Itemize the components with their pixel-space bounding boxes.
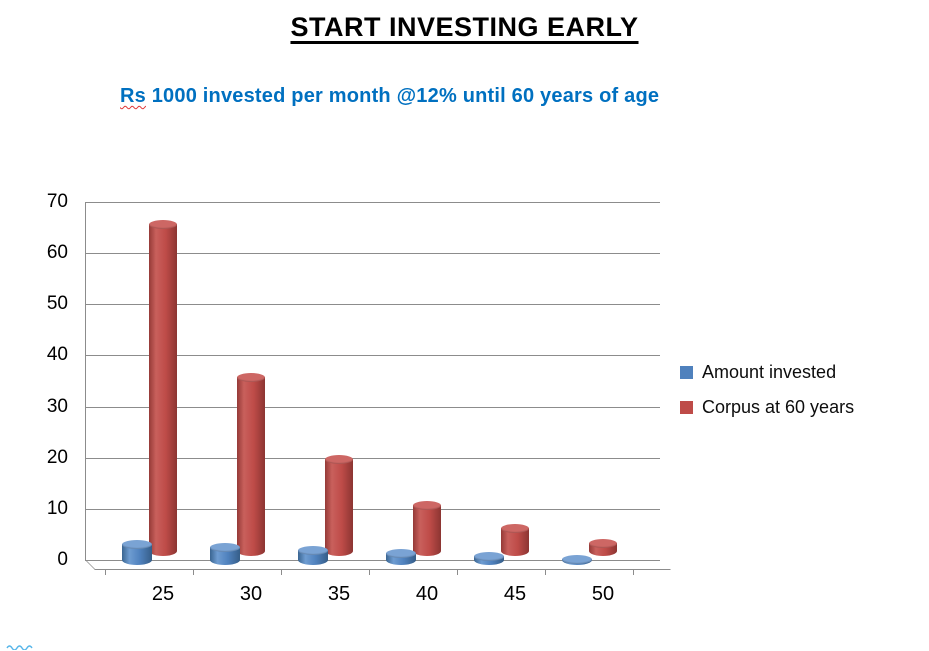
chart-title: START INVESTING EARLY xyxy=(290,12,639,42)
gridline xyxy=(85,355,660,356)
bar-corpus-at-60-years xyxy=(501,524,529,556)
x-axis-tick xyxy=(369,569,370,575)
bar-corpus-at-60-years xyxy=(589,539,617,556)
gridline xyxy=(85,407,660,408)
y-axis-label: 0 xyxy=(57,549,68,570)
bar-amount-invested xyxy=(562,555,592,565)
y-axis-label: 60 xyxy=(46,242,68,263)
gridline xyxy=(85,509,660,510)
y-axis-label: 10 xyxy=(46,498,68,519)
subtitle-rest: 1000 invested per month @12% until 60 ye… xyxy=(145,85,660,107)
x-axis-tick xyxy=(105,569,106,575)
y-axis-label: 30 xyxy=(46,396,68,417)
y-axis-label: 40 xyxy=(46,344,68,365)
subtitle-misspelled-word: Rs xyxy=(120,85,146,107)
x-axis-label: 40 xyxy=(415,583,439,605)
x-axis-line xyxy=(85,560,660,561)
bar-top-face xyxy=(474,552,504,561)
legend-swatch xyxy=(680,401,693,414)
bar-top-face xyxy=(122,540,152,549)
bar-amount-invested xyxy=(474,552,504,565)
gridline xyxy=(85,304,660,305)
x-axis-tick xyxy=(193,569,194,575)
bar-amount-invested xyxy=(122,540,152,565)
bar-top-face xyxy=(325,455,353,464)
y-axis-label: 50 xyxy=(46,293,68,314)
y-axis-label: 70 xyxy=(46,191,68,212)
bar-amount-invested xyxy=(386,549,416,565)
x-axis-tick xyxy=(633,569,634,575)
bar-top-face xyxy=(237,373,265,382)
bar-corpus-at-60-years xyxy=(149,220,177,556)
y-axis-label: 20 xyxy=(46,447,68,468)
bar-corpus-at-60-years xyxy=(325,455,353,556)
bar-amount-invested xyxy=(210,543,240,565)
bar-corpus-at-60-years xyxy=(413,501,441,556)
x-axis-label: 50 xyxy=(591,583,615,605)
x-axis-label: 35 xyxy=(327,583,351,605)
bar-top-face xyxy=(413,501,441,510)
x-axis-tick xyxy=(457,569,458,575)
legend-swatch xyxy=(680,366,693,379)
legend-item: Corpus at 60 years xyxy=(680,397,854,418)
bar-top-face xyxy=(589,539,617,548)
x-axis-label: 45 xyxy=(503,583,527,605)
corner-squiggle-mark xyxy=(6,645,33,650)
x-axis-tick xyxy=(545,569,546,575)
bar-top-face xyxy=(210,543,240,552)
bar-corpus-at-60-years xyxy=(237,373,265,556)
bar-top-face xyxy=(501,524,529,533)
legend-label: Amount invested xyxy=(702,362,837,382)
bar-top-face xyxy=(149,220,177,229)
x-axis-tick xyxy=(281,569,282,575)
chart-subtitle: Rs 1000 invested per month @12% until 60… xyxy=(120,85,659,108)
legend: Amount invested Corpus at 60 years xyxy=(680,362,854,418)
gridline xyxy=(85,202,660,203)
bar-top-face xyxy=(298,546,328,555)
legend-label: Corpus at 60 years xyxy=(702,397,855,417)
x-axis-label: 25 xyxy=(151,583,175,605)
legend-item: Amount invested xyxy=(680,362,854,383)
y-axis-line xyxy=(85,202,86,560)
x-axis-label: 30 xyxy=(239,583,263,605)
bar-top-face xyxy=(386,549,416,558)
bar-top-face xyxy=(562,555,592,564)
bar-amount-invested xyxy=(298,546,328,565)
gridline xyxy=(85,253,660,254)
gridline xyxy=(85,458,660,459)
